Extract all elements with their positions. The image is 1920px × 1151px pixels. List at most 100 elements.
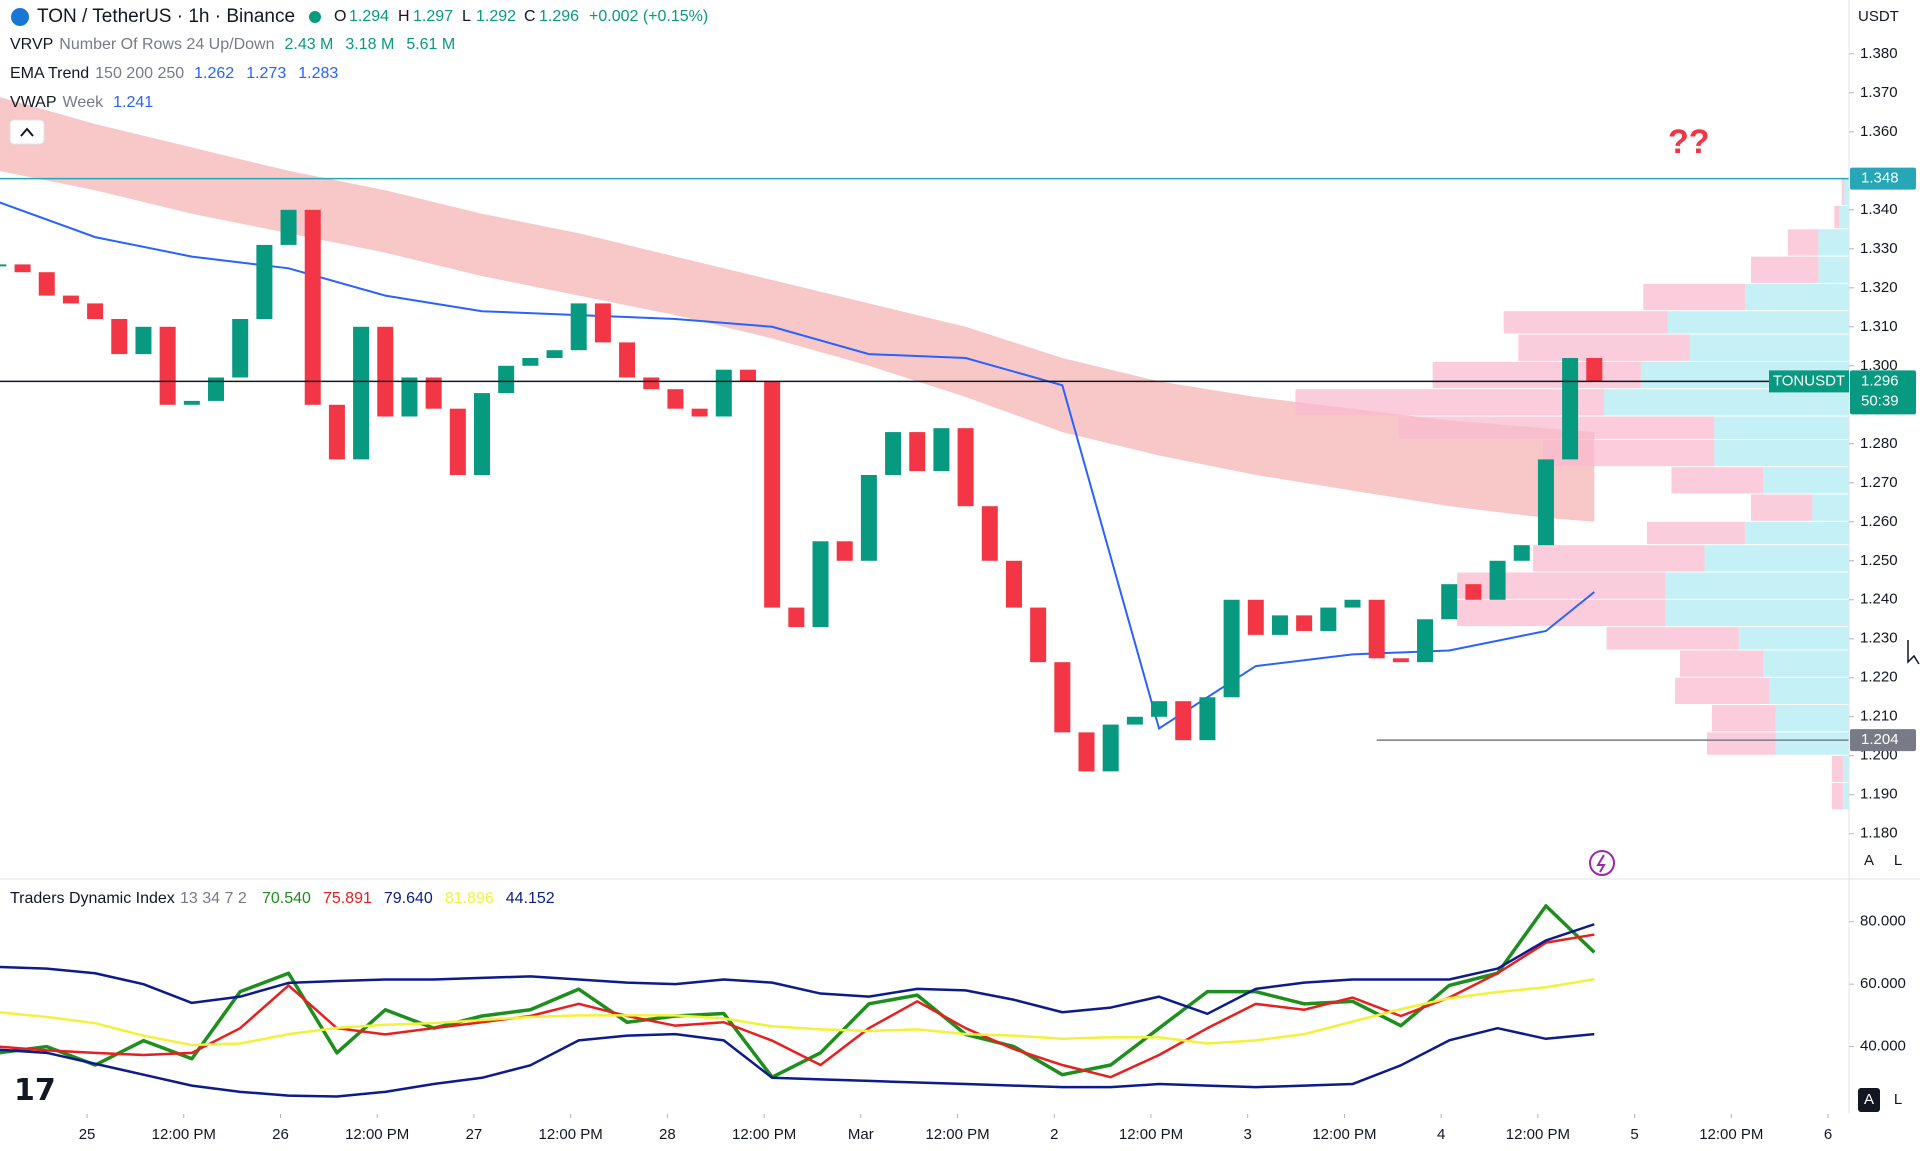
vp-down [1295,389,1605,416]
y-tick-label: 80.000 [1860,913,1906,930]
x-tick-label: 26 [272,1126,289,1143]
y-tick-label: 1.180 [1860,825,1898,842]
vp-up [1818,229,1849,256]
vp-up [1667,311,1849,334]
vp-down [1711,705,1776,732]
candle [715,369,732,417]
candle [1417,619,1434,663]
candle [1126,716,1143,725]
symbol-label-box [1769,370,1849,393]
y-tick-label: 1.190 [1860,786,1898,803]
tdi-line [0,1026,1595,1098]
candle [1441,584,1458,620]
candle [860,474,877,561]
vp-up [1604,389,1849,416]
vp-down [1533,545,1705,572]
y-tick-label: 1.360 [1860,123,1898,140]
x-tick-label: 12:00 PM [539,1126,603,1143]
vp-up [1704,545,1849,572]
candle [1368,599,1385,659]
header: TON / TetherUS · 1h · Binance O 1.294 H … [9,6,1920,1107]
y-tick-label: 1.380 [1860,45,1898,62]
vp-down [1680,650,1764,677]
vp-up [1738,627,1849,650]
vp-down [1671,467,1764,494]
vp-down [1841,178,1845,205]
y-tick-label: 1.210 [1860,708,1898,725]
quote-change: +0.002 (+0.15%) [589,8,708,25]
indicator-value: 1.241 [113,94,153,111]
candle [1199,697,1216,741]
vp-up [1775,732,1849,755]
vp-up [1744,283,1849,311]
x-tick-label: 5 [1630,1126,1638,1143]
candle [522,357,539,366]
scale-button[interactable]: A [1864,1091,1874,1108]
price-pane [0,97,1849,810]
candle [498,365,515,394]
candle [183,400,200,405]
lightning-icon[interactable] [1589,850,1615,876]
indicator-value: 3.18 M [345,36,394,53]
y-tick-label: 1.280 [1860,435,1898,452]
indicator-name: VRVP [10,36,53,53]
candle [643,377,660,390]
vp-down [1503,311,1668,334]
vp-down [1751,256,1819,283]
countdown-label: 50:39 [1861,392,1899,409]
candle [1271,615,1288,635]
vp-down [1831,783,1843,810]
candle [739,369,756,382]
x-tick-label: 4 [1437,1126,1445,1143]
y-tick-label: 60.000 [1860,975,1906,992]
candle [570,303,587,351]
price-label-box [1850,370,1916,415]
x-tick-label: 12:00 PM [1699,1126,1763,1143]
candle [594,303,611,343]
vp-down [1831,755,1843,783]
indicator-value: 1.283 [298,65,338,82]
vp-up [1665,572,1849,599]
vp-up [1844,178,1849,205]
scale-button[interactable]: L [1894,1091,1902,1108]
vp-up [1839,205,1849,229]
candle [1320,607,1337,631]
x-tick-label: 3 [1244,1126,1252,1143]
collapse-button[interactable] [9,119,45,145]
x-tick-label: 12:00 PM [1312,1126,1376,1143]
tdi-pane [0,904,1596,1098]
candle [232,318,249,378]
ema-ribbon [0,97,1595,522]
scale-button[interactable]: A [1864,852,1874,869]
candle [1537,459,1554,546]
scale-button[interactable]: L [1894,852,1902,869]
price-label: 1.348 [1861,170,1899,187]
vp-up [1812,494,1849,521]
x-tick-label: 25 [79,1126,96,1143]
candle [933,428,950,472]
candle [1151,701,1168,717]
vp-down [1834,205,1840,229]
y-tick-label: 1.270 [1860,474,1898,491]
vp-down [1606,627,1739,650]
candle [909,432,926,472]
vp-up [1818,256,1849,283]
vp-up [1714,439,1849,467]
tdi-title: Traders Dynamic Index [10,890,175,907]
x-tick-label: 12:00 PM [1119,1126,1183,1143]
candle [836,541,853,561]
candle [1054,662,1071,733]
indicator-value: 1.262 [194,65,234,82]
candle [1296,615,1313,631]
candle [1030,607,1047,663]
indicator-value: 5.61 M [406,36,455,53]
candle [449,408,466,475]
y-tick-label: 1.260 [1860,513,1898,530]
x-tick-label: 12:00 PM [345,1126,409,1143]
candle [159,326,176,405]
vp-up [1769,677,1849,705]
vp-down [1751,494,1813,521]
candle [401,377,418,417]
price-label: 1.204 [1861,731,1899,748]
